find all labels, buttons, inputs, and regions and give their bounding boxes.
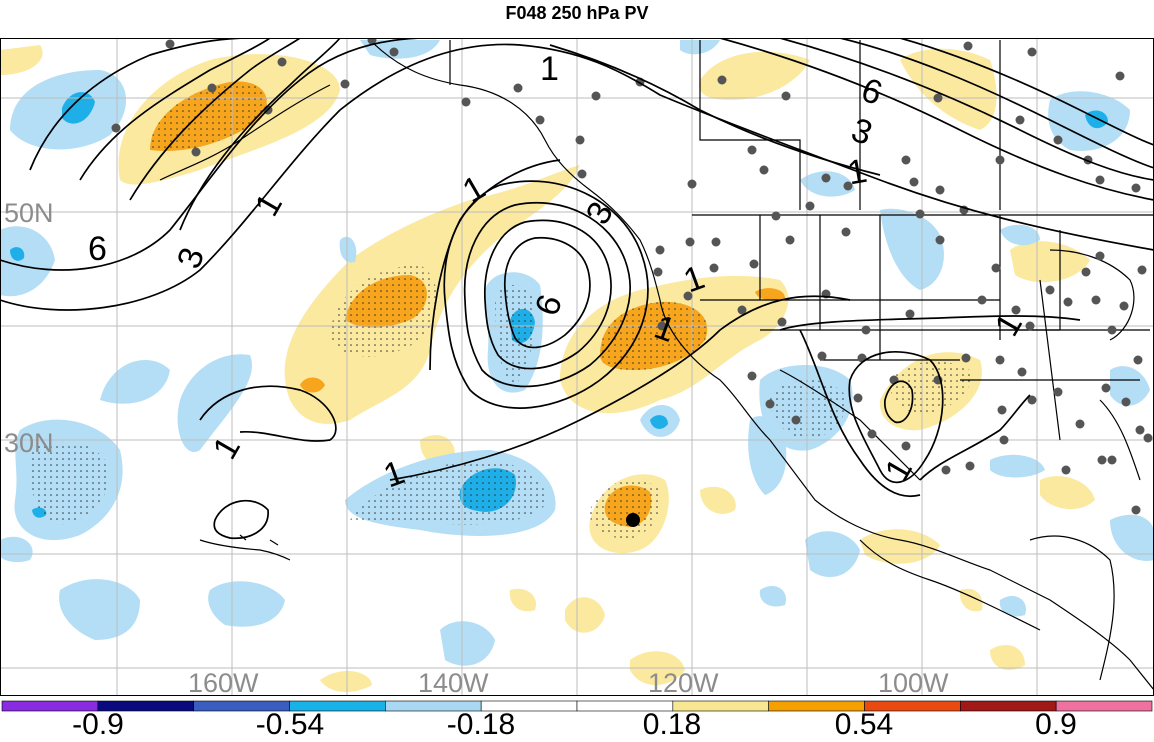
colorbar [1,700,1153,712]
graticule [0,38,1154,696]
pv-map: 6 3 1 1 1 6 3 1 1 1 1 1 6 3 1 1 50N 30N … [0,38,1154,696]
lon-label: 100W [878,668,949,696]
colorbar-tick-label: -0.18 [446,708,516,741]
lat-label: 30N [4,428,54,458]
location-marker [626,513,640,527]
lon-label: 140W [418,668,489,696]
lat-label: 50N [4,198,54,228]
lon-label: 120W [648,668,719,696]
contour-label: 1 [540,50,559,88]
chart-title: F048 250 hPa PV [505,3,649,23]
pv-contours [0,38,1154,540]
lon-label: 160W [188,668,259,696]
colorbar-segment [1055,700,1153,712]
colorbar-tick-label: 0.9 [1035,708,1077,741]
colorbar-tick-label: -0.54 [255,708,325,741]
colorbar-tick-label: -0.9 [72,708,124,741]
colorbar-tick-label: 0.18 [642,708,702,741]
significance-stipple [28,81,971,540]
colorbar-tick-label: 0.54 [834,708,894,741]
contour-label: 6 [88,230,107,268]
